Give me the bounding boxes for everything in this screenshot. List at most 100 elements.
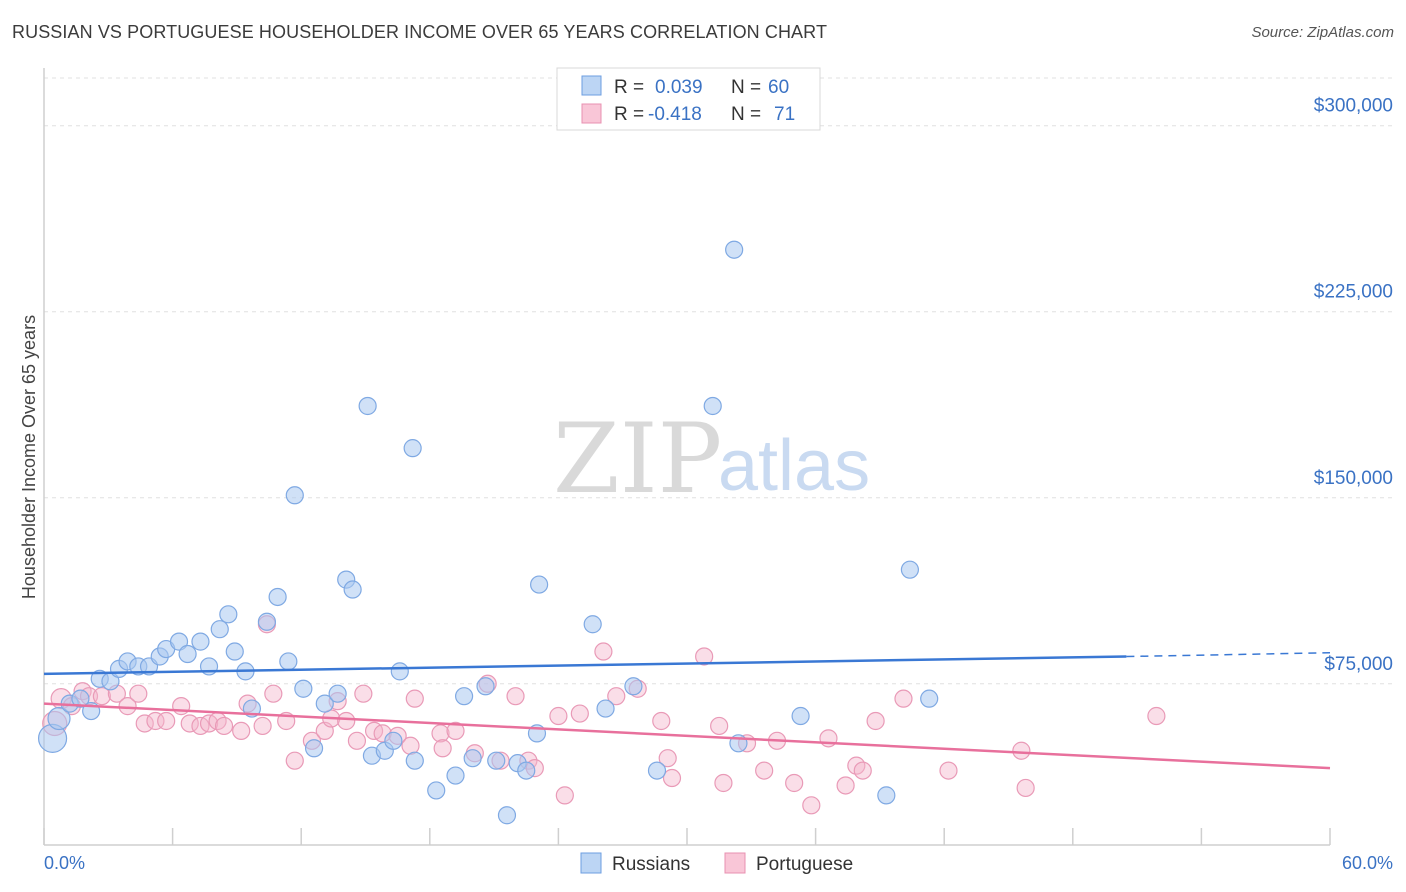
point-portuguese xyxy=(506,687,525,706)
gridlines xyxy=(44,77,1393,685)
point-portuguese xyxy=(172,697,191,716)
point-russians xyxy=(517,761,536,780)
trend-line-russians-extrapolated xyxy=(1126,652,1331,658)
y-tick-label: $75,000 xyxy=(1324,654,1393,675)
point-portuguese xyxy=(710,716,729,736)
point-russians xyxy=(427,781,446,800)
legend-r-label-portuguese: R = xyxy=(614,104,644,125)
point-portuguese xyxy=(337,711,356,731)
bottom-legend-swatch-portuguese xyxy=(724,852,746,874)
legend-n-value-russians: 60 xyxy=(768,77,789,98)
point-russians xyxy=(530,575,549,594)
bottom-legend-swatch-russians xyxy=(580,852,602,874)
point-russians xyxy=(279,652,298,671)
bottom-legend-label-portuguese: Portuguese xyxy=(756,854,853,875)
legend-n-value-portuguese: 71 xyxy=(774,104,795,125)
point-russians xyxy=(920,689,939,708)
point-russians xyxy=(647,761,667,780)
y-tick-label: $300,000 xyxy=(1314,96,1393,117)
point-portuguese xyxy=(1016,778,1035,798)
legend-n-label-portuguese: N = xyxy=(731,104,761,125)
point-russians xyxy=(384,731,403,750)
point-russians xyxy=(596,699,615,718)
point-russians xyxy=(405,751,424,770)
y-axis-label: Householder Income Over 65 years xyxy=(19,315,39,599)
series-legend: Russians Portuguese xyxy=(580,852,853,875)
point-portuguese xyxy=(264,684,283,703)
point-portuguese xyxy=(607,687,626,706)
point-portuguese xyxy=(431,724,450,743)
point-portuguese xyxy=(253,716,272,736)
point-russians xyxy=(454,687,474,706)
legend-r-label-russians: R = xyxy=(614,77,644,98)
legend-r-value-portuguese: -0.418 xyxy=(648,104,702,125)
x-tick-label-min: 0.0% xyxy=(44,853,85,873)
point-russians xyxy=(304,739,324,758)
point-portuguese xyxy=(129,684,148,703)
watermark-zip: ZIP xyxy=(553,403,722,515)
point-russians xyxy=(497,806,517,825)
point-russians xyxy=(358,396,377,416)
point-portuguese xyxy=(939,761,958,780)
point-russians xyxy=(210,620,229,639)
point-portuguese xyxy=(285,751,304,770)
point-portuguese xyxy=(695,647,714,666)
y-tick-label: $150,000 xyxy=(1314,468,1393,489)
watermark-atlas: atlas xyxy=(718,426,870,506)
point-portuguese xyxy=(347,731,367,750)
point-russians xyxy=(219,605,238,624)
point-portuguese xyxy=(853,761,872,780)
point-portuguese xyxy=(180,714,199,733)
point-portuguese xyxy=(433,739,452,758)
point-russians xyxy=(315,694,334,713)
point-russians xyxy=(285,486,304,505)
x-tick-label-max: 60.0% xyxy=(1342,853,1393,873)
legend-swatch-russians xyxy=(581,75,602,96)
point-portuguese xyxy=(549,706,568,726)
point-russians xyxy=(487,751,506,770)
point-russians xyxy=(169,632,189,651)
point-portuguese xyxy=(785,773,804,793)
x-tick-marks xyxy=(43,828,1331,845)
point-portuguese xyxy=(658,749,677,768)
point-portuguese xyxy=(118,697,137,716)
source-credit: Source: ZipAtlas.com xyxy=(1251,24,1394,41)
point-russians xyxy=(463,749,482,768)
point-portuguese xyxy=(652,711,671,731)
point-portuguese xyxy=(802,796,821,815)
point-russians xyxy=(47,706,71,731)
point-russians xyxy=(703,396,722,416)
point-russians xyxy=(403,439,422,458)
point-portuguese xyxy=(354,684,373,703)
point-russians xyxy=(268,587,287,607)
chart-title: RUSSIAN VS PORTUGUESE HOUSEHOLDER INCOME… xyxy=(12,22,828,42)
point-russians xyxy=(294,679,313,698)
point-portuguese xyxy=(214,716,234,736)
point-portuguese xyxy=(570,704,589,723)
y-tick-labels: $75,000 $150,000 $225,000 $300,000 xyxy=(1314,96,1393,675)
point-portuguese xyxy=(836,776,855,795)
point-portuguese xyxy=(555,786,574,805)
point-russians xyxy=(328,684,347,703)
point-russians xyxy=(877,786,896,805)
point-russians xyxy=(191,632,210,651)
point-portuguese xyxy=(755,761,774,780)
trend-lines xyxy=(43,652,1331,770)
legend-r-value-russians: 0.039 xyxy=(655,77,703,98)
legend-swatch-portuguese xyxy=(581,103,602,124)
point-portuguese xyxy=(405,689,424,708)
bottom-legend-label-russians: Russians xyxy=(612,854,690,875)
point-portuguese xyxy=(866,711,885,731)
data-points xyxy=(37,240,1166,825)
point-russians xyxy=(476,677,495,696)
point-russians xyxy=(71,689,90,708)
point-russians xyxy=(343,580,362,599)
point-portuguese xyxy=(594,642,613,661)
point-portuguese xyxy=(232,721,251,741)
trend-line-russians xyxy=(43,655,1127,676)
correlation-legend: R = 0.039 N = 60 R = -0.418 N = 71 xyxy=(556,67,821,131)
point-russians xyxy=(725,240,744,259)
point-russians xyxy=(791,706,810,726)
point-russians xyxy=(178,644,197,664)
